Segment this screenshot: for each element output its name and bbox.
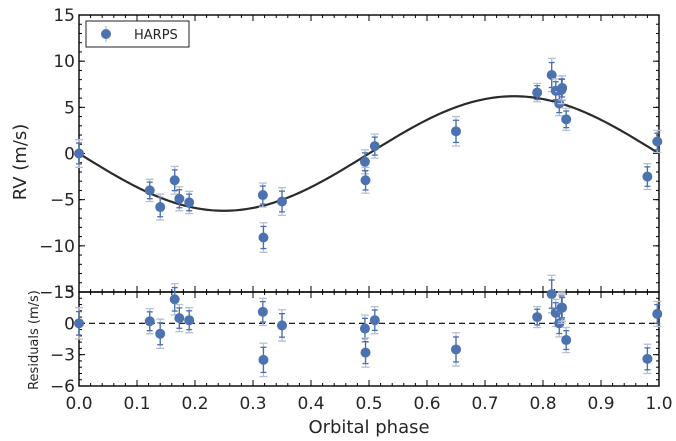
residuals-panel: 3 0 −3 −60.0 0.1 0.2 0.3 0.4 0.5 0.6 0.7 0.8 0.9 1.0 <box>50 274 673 414</box>
y-tick-label: 3 <box>64 283 75 303</box>
x-tick-label: 0.1 <box>123 394 150 414</box>
x-tick-label: 0.3 <box>239 394 266 414</box>
data-point <box>557 82 568 93</box>
y-tick-label: −10 <box>39 237 75 257</box>
data-point <box>144 185 155 196</box>
residuals-y-axis-title: Residuals (m/s) <box>27 290 42 390</box>
data-point <box>451 126 461 137</box>
data-point <box>174 193 185 204</box>
legend: HARPS <box>85 20 190 48</box>
x-tick-label: 0.9 <box>587 394 614 414</box>
data-point <box>642 171 653 182</box>
data-point <box>561 114 572 125</box>
y-tick-label: 0 <box>64 314 75 334</box>
y-tick-label: −3 <box>50 346 75 366</box>
y-tick-label: 10 <box>53 52 75 72</box>
data-point <box>169 175 180 186</box>
data-point <box>359 323 370 334</box>
data-point <box>277 320 287 331</box>
data-point <box>369 141 380 152</box>
data-point <box>277 196 287 207</box>
y-tick-label: −15 <box>39 283 75 303</box>
data-point <box>155 202 166 213</box>
data-point <box>184 315 195 326</box>
data-point <box>642 353 653 364</box>
data-point <box>184 197 195 208</box>
data-point <box>557 302 568 313</box>
data-point <box>532 312 543 323</box>
data-point <box>155 328 166 339</box>
legend-marker <box>101 29 111 39</box>
data-point <box>451 344 461 355</box>
plot-frame <box>78 291 660 387</box>
y-tick-label: 0 <box>64 145 75 165</box>
data-point <box>360 175 371 186</box>
x-tick-label: 0.2 <box>181 394 208 414</box>
x-tick-label: 0.0 <box>65 394 92 414</box>
data-point <box>144 316 155 327</box>
data-point <box>258 354 269 365</box>
data-point <box>369 315 380 326</box>
y-tick-label: 5 <box>64 98 75 118</box>
rv-panel: 15 10 5 0 −5 −10 −15 <box>39 6 663 303</box>
rv-y-axis-title: RV (m/s) <box>10 124 31 201</box>
x-tick-label: 0.6 <box>413 394 440 414</box>
y-tick-label: −5 <box>50 191 75 211</box>
x-tick-label: 0.5 <box>355 394 382 414</box>
y-tick-label: 15 <box>53 6 75 26</box>
data-point <box>257 190 268 201</box>
y-tick-label: −6 <box>50 377 75 397</box>
data-point <box>652 308 663 319</box>
x-tick-label: 0.4 <box>297 394 324 414</box>
x-axis-title: Orbital phase <box>308 417 429 438</box>
data-point <box>174 313 185 324</box>
x-tick-label: 0.7 <box>471 394 498 414</box>
x-tick-label: 1.0 <box>645 394 672 414</box>
data-point <box>546 70 557 81</box>
legend-label: HARPS <box>134 28 178 43</box>
data-point <box>360 347 371 358</box>
data-point <box>74 148 84 159</box>
data-point <box>652 136 663 147</box>
data-point <box>257 306 268 317</box>
data-point <box>532 87 543 98</box>
data-point <box>561 335 572 346</box>
x-tick-label: 0.8 <box>529 394 556 414</box>
data-point <box>258 232 269 243</box>
data-point <box>359 156 370 167</box>
data-point <box>169 294 180 305</box>
data-point <box>546 289 557 300</box>
data-point <box>74 318 84 329</box>
